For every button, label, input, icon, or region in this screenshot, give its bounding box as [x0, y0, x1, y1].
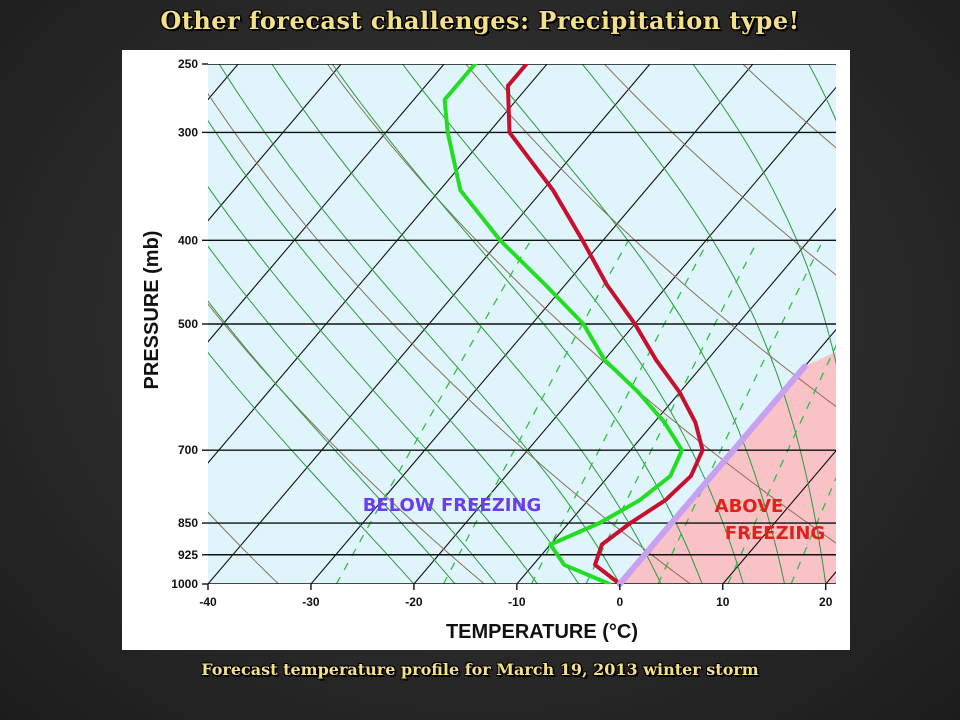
above-freezing-label-line1: ABOVE — [715, 496, 784, 517]
dry-adiabat-line — [326, 64, 836, 544]
moist-adiabat-line — [218, 64, 621, 584]
y-tick-label: 700 — [178, 443, 198, 457]
y-tick-label: 500 — [178, 317, 198, 331]
moist-adiabat-line — [271, 64, 662, 584]
dry-adiabat-line — [208, 92, 691, 584]
skew-t-chart: 250 300 400 500 700 850 925 1000 -40 -30 -20 -10 0 10… — [122, 50, 850, 650]
isotherm-line — [208, 64, 342, 222]
x-tick-label: 0 — [616, 595, 623, 609]
moist-adiabat-line — [208, 245, 497, 584]
freezing-line-layer — [616, 363, 808, 587]
moist-adiabat-line — [331, 64, 703, 584]
moist-adiabat-line — [401, 64, 744, 584]
dewpoint-profile — [442, 64, 684, 584]
above-freezing-label-line2: FREEZING — [725, 523, 825, 544]
moist-adiabat-line — [208, 185, 538, 584]
freezing-line — [616, 363, 808, 587]
moist-adiabat-line — [208, 351, 415, 584]
y-tick-label: 850 — [178, 516, 198, 530]
slide-title: Other forecast challenges: Precipitation… — [160, 6, 800, 35]
x-tick-label: -30 — [302, 595, 320, 609]
temperature-profile — [505, 64, 705, 584]
x-tick-label: -10 — [508, 595, 526, 609]
dry-adiabat-line — [208, 511, 279, 584]
isotherm-line — [722, 449, 836, 584]
moist-adiabat-line — [208, 119, 580, 584]
y-tick-label: 300 — [178, 125, 198, 139]
y-tick-label: 925 — [178, 548, 198, 562]
x-tick-label: 10 — [716, 595, 730, 609]
mixing-ratio-line — [838, 240, 851, 584]
x-tick-label: 20 — [819, 595, 833, 609]
moist-adiabat-line — [484, 64, 785, 584]
y-tick-label: 250 — [178, 57, 198, 71]
moist-adiabat-line — [208, 300, 456, 584]
above-freezing-region — [619, 351, 836, 584]
axis-ticks: 250 300 400 500 700 850 925 1000-40 -30 -20 -10 0 10… — [171, 57, 832, 609]
y-tick-label: 400 — [178, 233, 198, 247]
above-freezing-fill — [619, 351, 836, 584]
diagram-grid — [122, 64, 851, 584]
dry-adiabat-line — [603, 64, 836, 276]
isotherm-line — [122, 64, 135, 584]
dry-adiabat-line — [465, 64, 836, 408]
slide-caption: Forecast temperature profile for March 1… — [201, 660, 759, 679]
below-freezing-label: BELOW FREEZING — [363, 495, 542, 516]
moist-adiabat-line — [692, 64, 836, 365]
moist-adiabat-line — [581, 64, 827, 584]
sounding-profiles — [442, 64, 705, 584]
y-tick-label: 1000 — [171, 577, 198, 591]
x-tick-label: -40 — [199, 595, 217, 609]
chart-svg: 250 300 400 500 700 850 925 1000-40 -30 -20 -10 0 10… — [122, 57, 851, 643]
y-axis-title: PRESSURE (mb) — [141, 231, 163, 390]
dry-adiabat-line — [208, 303, 485, 584]
x-axis-title: TEMPERATURE (°C) — [446, 621, 638, 643]
x-tick-label: -20 — [405, 595, 423, 609]
